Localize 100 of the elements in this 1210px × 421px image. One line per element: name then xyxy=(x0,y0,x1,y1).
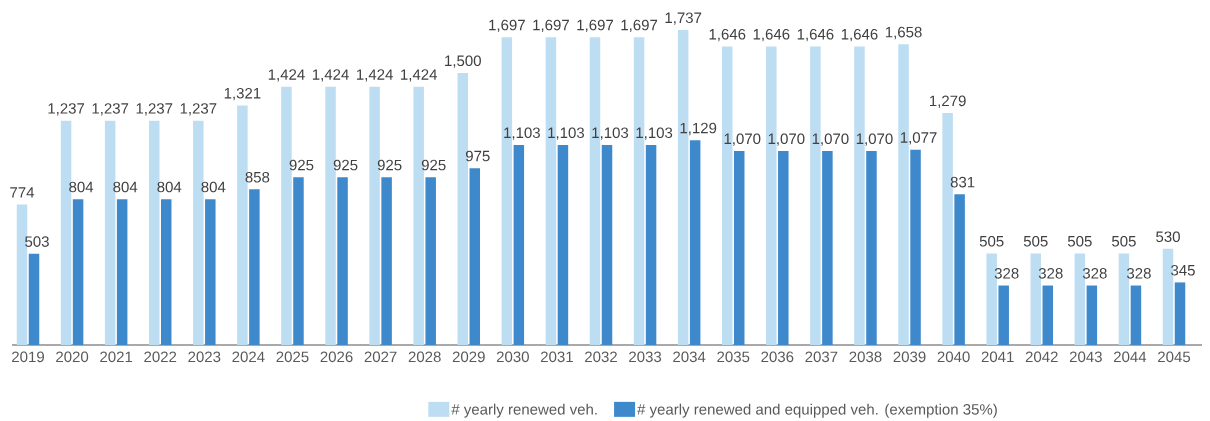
data-label: 804 xyxy=(113,181,138,193)
data-label: 1,321 xyxy=(224,87,261,101)
data-label: 1,070 xyxy=(856,133,893,146)
data-label: 1,237 xyxy=(92,103,129,116)
data-label: 328 xyxy=(1038,268,1063,279)
bar xyxy=(293,177,304,345)
data-label: 804 xyxy=(201,181,226,193)
x-tick-label: 2022 xyxy=(144,351,177,363)
x-tick-label: 2033 xyxy=(629,351,662,363)
data-label: 804 xyxy=(69,181,94,193)
data-label: 1,500 xyxy=(445,55,481,68)
legend-label: # yearly renewed veh. xyxy=(451,403,597,418)
bar xyxy=(1130,285,1142,345)
bar xyxy=(998,285,1009,345)
bar xyxy=(513,144,525,345)
bar xyxy=(116,199,128,345)
x-tick-label: 2045 xyxy=(1158,351,1191,363)
x-tick-label: 2025 xyxy=(276,351,309,363)
bar xyxy=(381,177,392,345)
data-label: 1,646 xyxy=(797,28,834,42)
data-label: 1,658 xyxy=(885,26,922,40)
data-label: 925 xyxy=(421,159,446,171)
data-label: 925 xyxy=(377,159,402,171)
bar xyxy=(910,149,921,345)
bar xyxy=(689,140,701,345)
data-label: 530 xyxy=(1156,231,1180,243)
data-label: 1,237 xyxy=(136,103,173,116)
bar xyxy=(954,194,965,345)
data-label: 1,103 xyxy=(592,127,629,140)
x-tick-label: 2024 xyxy=(232,351,265,363)
bar xyxy=(1042,285,1054,345)
bar xyxy=(1174,282,1186,345)
x-tick-label: 2030 xyxy=(496,351,529,363)
data-label: 1,103 xyxy=(636,127,673,140)
data-label: 1,070 xyxy=(768,133,805,146)
data-label: 1,646 xyxy=(753,28,790,42)
data-label: 1,697 xyxy=(621,19,658,33)
data-label: 925 xyxy=(333,159,358,171)
x-tick-label: 2040 xyxy=(937,351,970,363)
data-label: 1,424 xyxy=(312,69,349,82)
bar xyxy=(986,253,997,345)
x-tick-label: 2036 xyxy=(761,351,794,363)
bar xyxy=(205,199,216,345)
x-tick-label: 2034 xyxy=(673,351,706,363)
data-label: 505 xyxy=(1067,235,1092,247)
data-label: 1,103 xyxy=(504,127,540,140)
x-tick-label: 2038 xyxy=(849,351,882,363)
data-label: 1,697 xyxy=(489,19,525,33)
data-label: 1,697 xyxy=(533,19,569,33)
bar xyxy=(733,150,745,345)
bar xyxy=(249,189,260,345)
data-label: 774 xyxy=(10,187,35,198)
bar xyxy=(337,177,348,345)
bar xyxy=(369,86,380,345)
bar xyxy=(469,168,481,345)
x-tick-label: 2021 xyxy=(100,351,133,363)
x-tick-label: 2044 xyxy=(1113,351,1147,363)
data-label: 505 xyxy=(1112,235,1136,247)
data-label: 858 xyxy=(245,171,270,183)
data-label: 1,279 xyxy=(929,95,966,108)
x-tick-label: 2031 xyxy=(540,351,573,363)
data-label: 503 xyxy=(25,236,49,247)
x-tick-label: 2029 xyxy=(452,351,485,363)
data-label: 1,646 xyxy=(709,28,746,42)
bar xyxy=(72,199,84,345)
x-tick-label: 2043 xyxy=(1069,351,1102,363)
bar xyxy=(822,150,833,345)
x-tick-label: 2039 xyxy=(893,351,926,363)
data-label: 1,237 xyxy=(48,103,85,116)
x-tick-label: 2028 xyxy=(408,351,441,363)
data-label: 1,070 xyxy=(812,133,849,146)
x-tick-label: 2027 xyxy=(364,351,397,363)
x-tick-label: 2042 xyxy=(1025,351,1058,363)
data-label: 328 xyxy=(1082,268,1107,279)
data-label: 328 xyxy=(994,268,1019,279)
x-tick-label: 2026 xyxy=(320,351,353,363)
data-label: 1,129 xyxy=(680,122,717,136)
data-label: 1,103 xyxy=(548,127,585,140)
x-tick-label: 2032 xyxy=(585,351,617,363)
data-label: 1,424 xyxy=(268,69,305,82)
bar xyxy=(601,144,613,345)
x-tick-label: 2019 xyxy=(12,351,44,363)
bar xyxy=(160,199,172,345)
bar xyxy=(425,177,436,345)
data-label: 925 xyxy=(289,159,314,171)
x-tick-label: 2020 xyxy=(56,351,89,363)
data-label: 505 xyxy=(1023,235,1048,247)
x-tick-label: 2023 xyxy=(188,351,221,363)
data-label: 505 xyxy=(979,235,1004,247)
data-label: 1,424 xyxy=(401,69,438,82)
data-label: 1,737 xyxy=(665,12,702,25)
data-label: 345 xyxy=(1171,264,1195,276)
data-label: 804 xyxy=(157,181,182,193)
data-label: 1,697 xyxy=(577,19,614,33)
bar xyxy=(28,253,40,345)
bar xyxy=(1086,285,1098,345)
data-label: 1,070 xyxy=(724,133,761,146)
bar xyxy=(866,150,877,345)
data-label: 1,077 xyxy=(900,132,937,145)
data-label: 975 xyxy=(465,150,490,162)
